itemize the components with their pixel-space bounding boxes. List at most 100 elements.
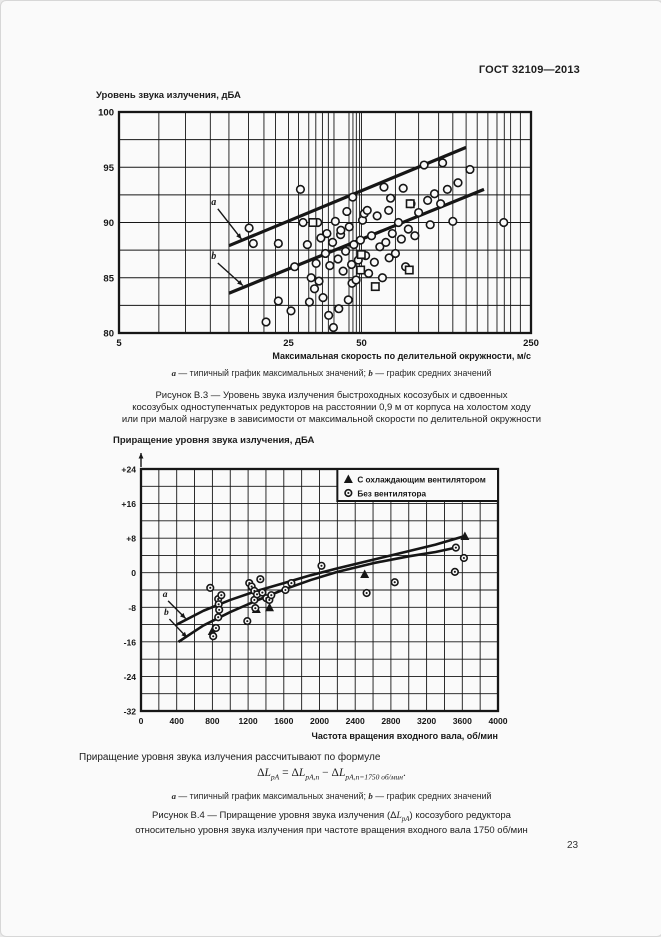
scatter-point-circle [442, 184, 452, 194]
scatter-point-circle [390, 248, 401, 259]
equals-sign: = [279, 767, 292, 779]
legend-box [336, 468, 499, 502]
minus-sign: − [319, 767, 332, 779]
figure-b4-caption-line2: относительно уровня звука излучения при … [135, 824, 528, 836]
scatter-point-circle [429, 189, 440, 199]
figure-b4-caption: Рисунок В.4 — Приращение уровня звука из… [1, 810, 661, 837]
scatter-point-dot [209, 586, 212, 589]
scatter-point-circle [348, 192, 358, 202]
grid [119, 112, 531, 333]
scatter-point-circle [453, 178, 463, 188]
plot-frame [139, 467, 500, 713]
y-tick-label: -8 [128, 603, 136, 613]
scatter-point-circle [419, 160, 429, 170]
scatter-point-dot [393, 581, 396, 584]
scatter-point-circle [322, 228, 332, 239]
scatter-point-circle [372, 211, 382, 221]
y-tick-label: 100 [98, 108, 114, 119]
curve-label-arrow-b-head [181, 631, 187, 638]
scatter-point-circle [324, 310, 334, 320]
delta-lpa-formula: ΔLpA = ΔLpA,n − ΔLpA,n=1750 об/мин. [1, 767, 661, 781]
scatter-point-circle [364, 268, 374, 278]
x-tick-label: 3600 [453, 716, 472, 726]
scatter-point-circle [261, 317, 271, 327]
scatter-point-circle [379, 182, 389, 192]
scatter-point-circle [410, 231, 420, 241]
y-tick-label: +16 [121, 499, 136, 509]
series-b-label: b [368, 368, 373, 378]
scatter-point-circle [309, 284, 320, 294]
curve-label-a: a [163, 590, 168, 600]
series-b-desc: — график средних значений [372, 791, 492, 801]
series-a-label: a [171, 368, 176, 378]
scatter-point-circle [369, 257, 379, 267]
scatter-point-circle [393, 217, 404, 228]
scatter-point-dot [454, 546, 457, 549]
x-tick-label: 400 [170, 716, 185, 726]
scatter-point-circle [320, 248, 331, 259]
line-label-arrow-a-head [236, 233, 242, 240]
scatter-point-circle [425, 220, 435, 230]
scatter-point-circle [311, 258, 321, 268]
x-tick-label: 1200 [239, 716, 258, 726]
figure-b4-y-axis-title: Приращение уровня звука излучения, дБА [113, 435, 315, 446]
scatter-point-circle [330, 216, 340, 226]
scatter-point-circle [384, 253, 394, 263]
y-tick-label: -32 [124, 707, 137, 717]
scatter-point-circle [377, 273, 388, 283]
scatter-point-circle [375, 242, 385, 252]
x-tick-label: 0 [139, 716, 144, 726]
scatter-point-dot [253, 598, 256, 601]
scatter-point-circle [298, 217, 308, 228]
scatter-point-dot [246, 620, 249, 623]
scatter-point-circle [328, 322, 339, 333]
line-label-b: b [211, 251, 216, 262]
y-tick-label: 90 [103, 218, 114, 229]
scatter-point-dot [270, 594, 273, 597]
scatter-point-dot [217, 616, 220, 619]
y-tick-label: -24 [124, 672, 137, 682]
grid [141, 469, 498, 711]
scatter-point-circle [346, 259, 357, 270]
curve-label-b: b [164, 608, 169, 618]
scatter-point-circle [336, 225, 346, 235]
scatter-point-circle [316, 233, 326, 243]
series-b-label: b [368, 791, 373, 801]
scatter-point-dot [320, 564, 323, 567]
scatter-point-circle [325, 260, 335, 271]
y-tick-label: 80 [103, 329, 114, 340]
scatter-point-triangle [343, 474, 353, 483]
scatter-point-dot [268, 598, 271, 601]
x-tick-label: 2800 [381, 716, 400, 726]
scatter-point-circle [362, 205, 372, 215]
scatter-point-dot [220, 594, 223, 597]
x-tick-label: 1600 [274, 716, 293, 726]
scatter-point-dot [212, 635, 215, 638]
scatter-point-circle [318, 293, 328, 303]
plot-frame [117, 110, 533, 335]
scatter-point-dot [261, 591, 264, 594]
scatter-point-triangle [360, 569, 370, 579]
scatter-point-circle [403, 224, 413, 234]
scatter-point-circle [290, 262, 300, 272]
term1: ΔLpA [257, 767, 280, 782]
scatter-point-circle [343, 295, 353, 305]
y-tick-label: +24 [121, 465, 136, 475]
line-label-a: a [211, 197, 216, 208]
scatter-point-circle [334, 304, 344, 314]
scatter-point-circle [248, 238, 258, 249]
term2: ΔLpA,n [291, 767, 320, 782]
scatter-point-dot [284, 588, 287, 592]
line-label-arrow-b [217, 262, 244, 287]
x-axis-title: Частота вращения входного вала, об/мин [312, 731, 498, 741]
y-tick-label: -16 [124, 637, 137, 647]
figure-b4-legend-note: a — типичный график максимальных значени… [1, 791, 661, 801]
scatter-point-circle [333, 254, 343, 264]
y-tick-label: 85 [103, 273, 114, 284]
scatter-point-circle [295, 184, 306, 194]
figure-b3-caption-line2: косозубых одноступенчатых редукторов на … [132, 402, 531, 413]
figure-b4-caption-line1: Рисунок В.4 — Приращение уровня звука из… [152, 810, 511, 823]
page-number: 23 [567, 840, 579, 851]
x-tick-label: 2400 [346, 716, 365, 726]
